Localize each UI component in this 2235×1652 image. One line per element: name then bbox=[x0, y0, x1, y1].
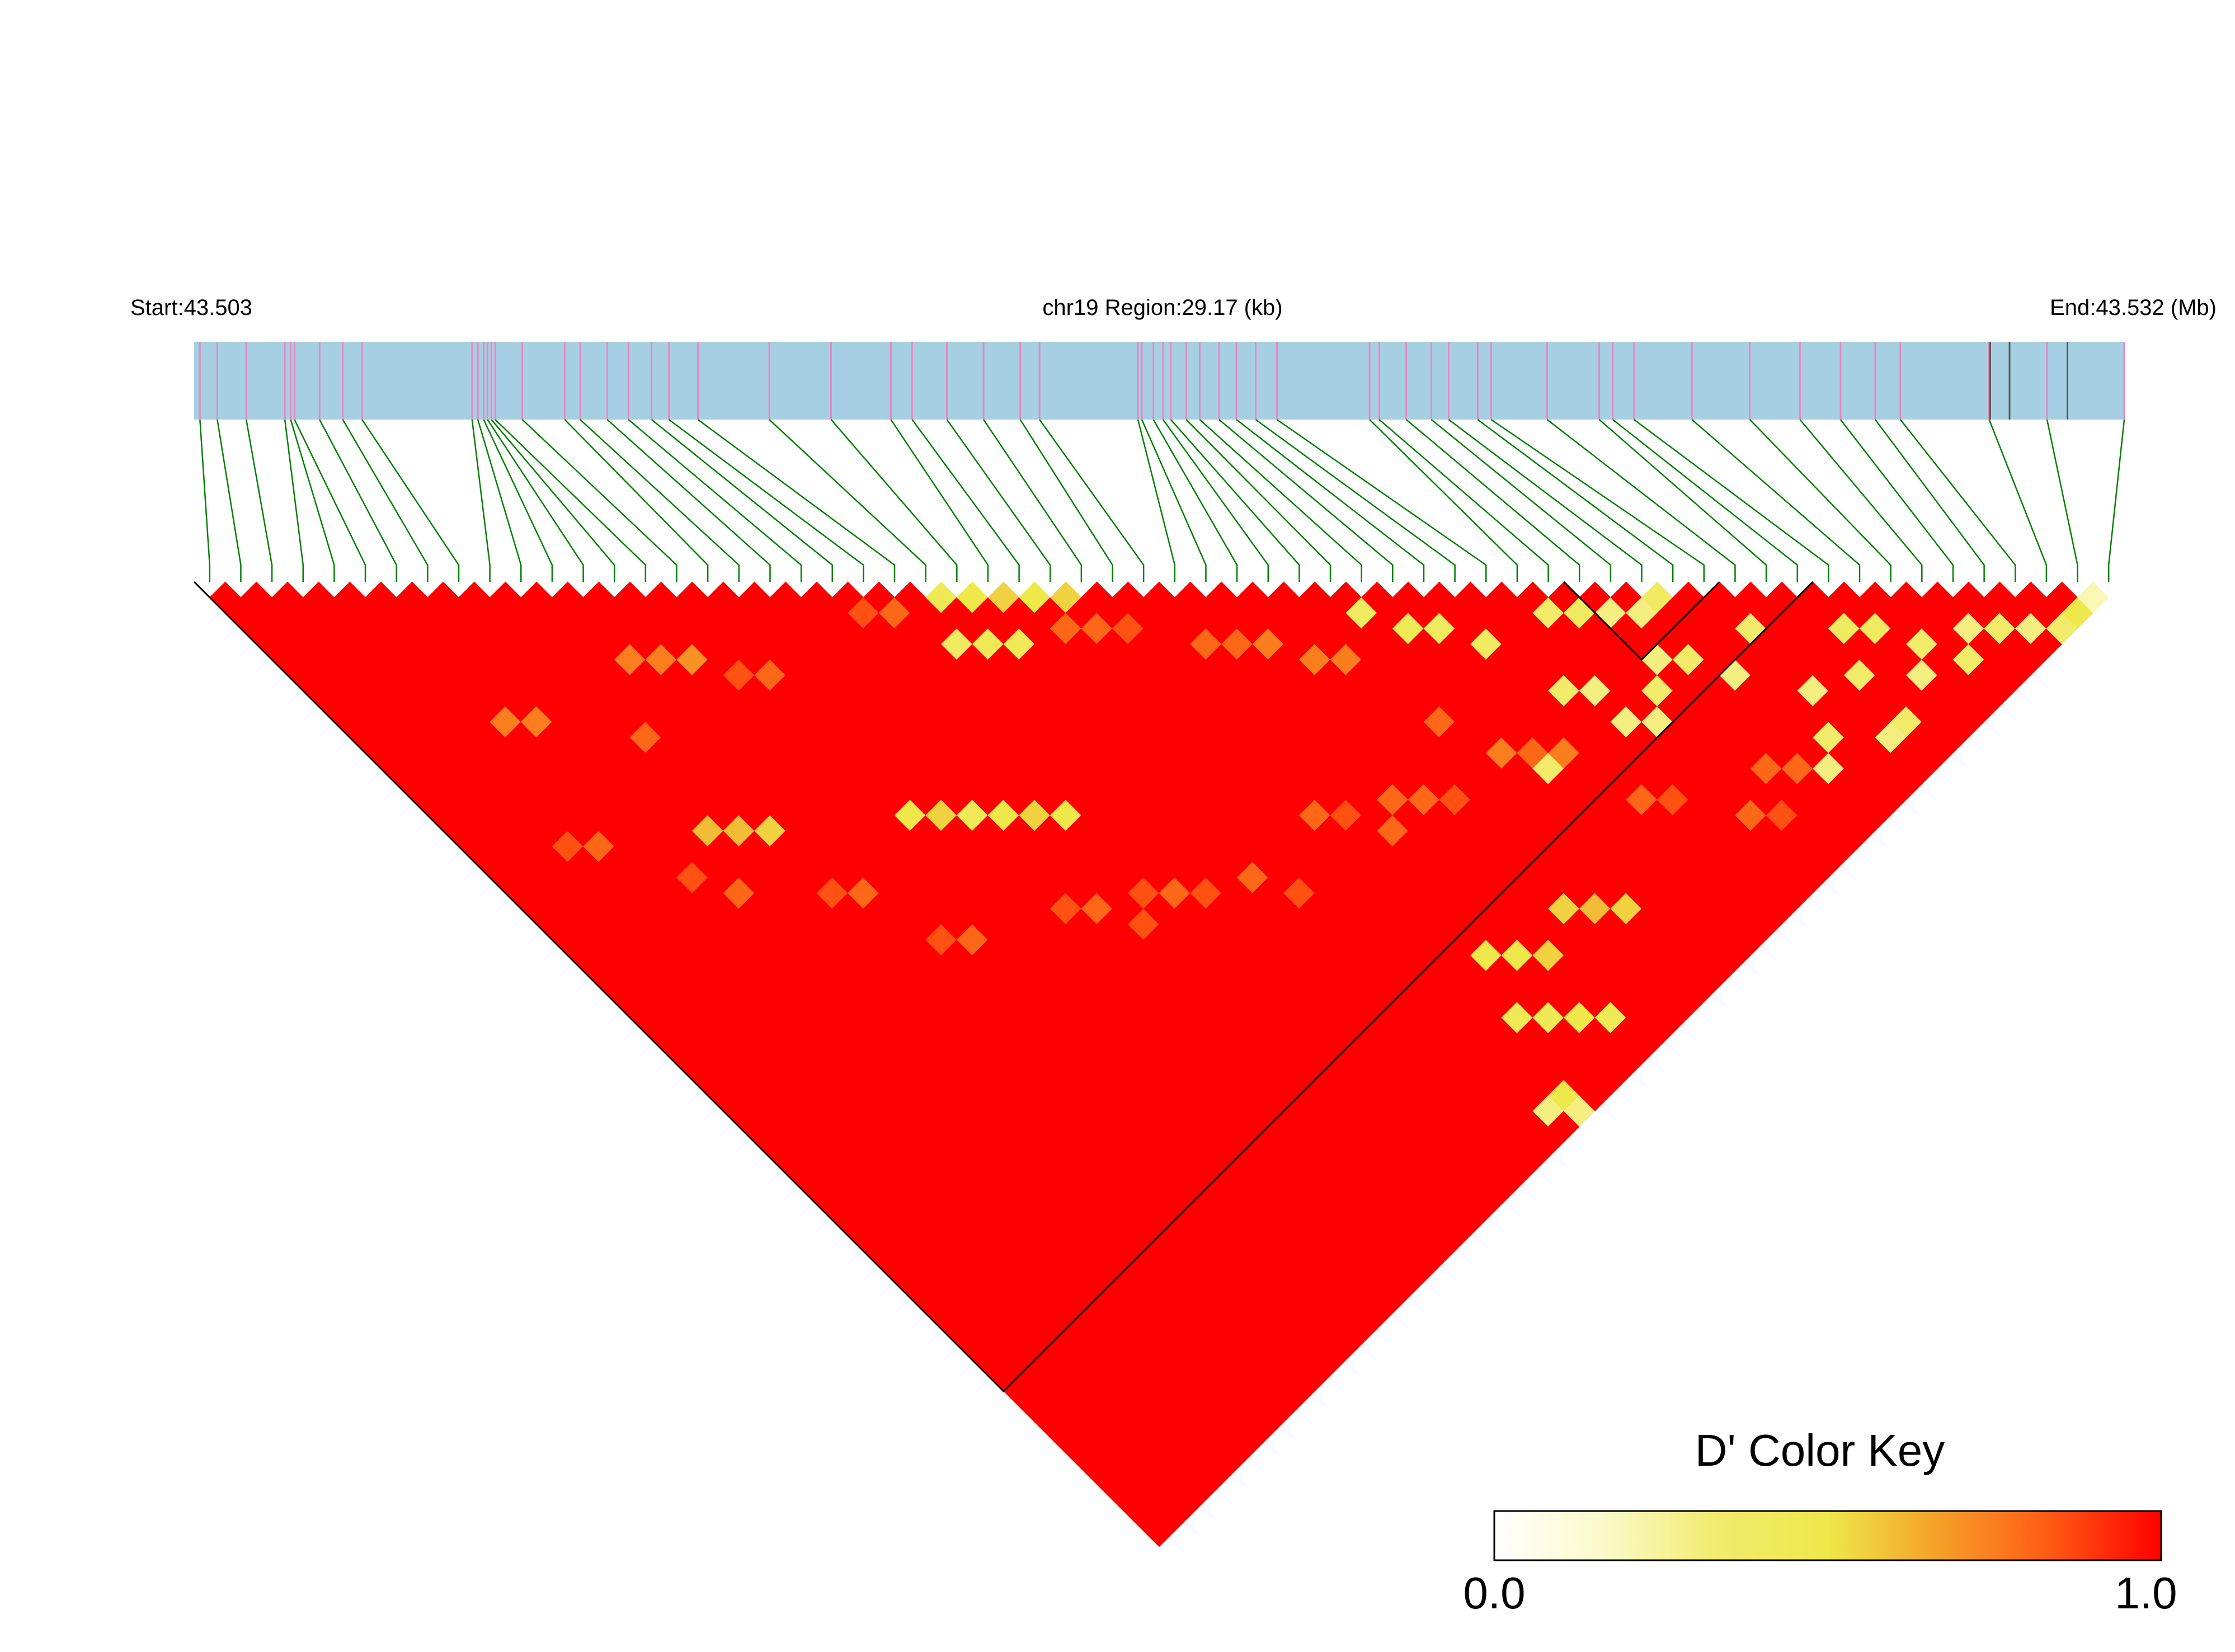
snp-connector bbox=[1633, 418, 1829, 582]
snp-connector-lines bbox=[199, 418, 2125, 582]
snp-connector bbox=[1162, 419, 1269, 582]
snp-connector bbox=[911, 419, 1020, 582]
snp-connector bbox=[290, 419, 335, 582]
snp-connector bbox=[294, 419, 366, 582]
end-label: End:43.532 (Mb) bbox=[2050, 295, 2217, 320]
snp-connector bbox=[1378, 419, 1549, 582]
region-label: chr19 Region:29.17 (kb) bbox=[1042, 295, 1282, 320]
haplotype-block-2 bbox=[1563, 581, 1720, 661]
snp-connector bbox=[564, 419, 709, 582]
snp-connector bbox=[477, 419, 522, 582]
snp-connector bbox=[319, 419, 397, 582]
snp-connector bbox=[606, 419, 771, 582]
snp-connector bbox=[1218, 419, 1394, 582]
color-key-title: D' Color Key bbox=[1695, 1425, 1945, 1475]
snp-connector bbox=[769, 419, 926, 582]
snp-connector bbox=[1448, 419, 1643, 582]
snp-connector bbox=[521, 419, 677, 582]
snp-connector bbox=[1612, 419, 1798, 582]
snp-connector bbox=[1137, 419, 1176, 582]
ld-cell bbox=[2077, 581, 2109, 614]
snp-connector bbox=[1839, 419, 1954, 582]
haplotype-block-outlines bbox=[193, 581, 1814, 1392]
snp-connector bbox=[284, 419, 304, 582]
snp-connector bbox=[983, 419, 1083, 582]
snp-connector bbox=[1405, 419, 1580, 582]
snp-connector bbox=[697, 418, 896, 582]
snp-connector bbox=[628, 419, 802, 582]
snp-connector bbox=[1039, 419, 1145, 582]
snp-connector bbox=[1477, 418, 1674, 582]
snp-connector bbox=[1276, 418, 1487, 582]
snp-connector bbox=[946, 419, 1051, 582]
snp-connector bbox=[1141, 419, 1207, 582]
color-key-max-label: 1.0 bbox=[2115, 1568, 2177, 1618]
snp-connector bbox=[361, 419, 460, 582]
snp-connector bbox=[483, 419, 553, 582]
snp-connector bbox=[2107, 419, 2125, 582]
snp-connector bbox=[1874, 419, 1985, 582]
snp-connector bbox=[1255, 418, 1456, 582]
color-key-bar bbox=[1493, 1510, 2162, 1561]
snp-connector bbox=[495, 419, 647, 582]
snp-connector bbox=[1236, 419, 1425, 582]
snp-connector bbox=[1490, 418, 1705, 582]
region-track bbox=[194, 342, 2124, 420]
snp-connector bbox=[1152, 419, 1238, 582]
snp-connector bbox=[342, 419, 429, 582]
snp-connector bbox=[1598, 419, 1767, 582]
snp-connector bbox=[580, 419, 740, 582]
snp-connector bbox=[1899, 419, 2016, 582]
snp-connector bbox=[1170, 419, 1300, 582]
snp-connector bbox=[1749, 419, 1891, 582]
snp-connector bbox=[491, 419, 615, 582]
snp-connector bbox=[2046, 419, 2078, 582]
snp-connector bbox=[217, 419, 242, 582]
snp-connector bbox=[1369, 419, 1518, 582]
snp-connector bbox=[1431, 419, 1612, 582]
snp-connector bbox=[199, 419, 211, 582]
haplotype-block-1 bbox=[193, 581, 1814, 1392]
snp-connector bbox=[1199, 419, 1362, 582]
snp-connector bbox=[1546, 419, 1736, 582]
snp-connector bbox=[1185, 419, 1331, 582]
snp-connector bbox=[1988, 419, 2048, 582]
snp-connector bbox=[487, 419, 584, 582]
snp-connector bbox=[1691, 419, 1861, 582]
start-label: Start:43.503 bbox=[130, 295, 252, 320]
snp-ticks bbox=[199, 342, 2125, 420]
snp-connector bbox=[245, 419, 273, 582]
snp-connector bbox=[890, 419, 989, 582]
snp-connector bbox=[668, 418, 864, 582]
color-key-min-label: 0.0 bbox=[1463, 1568, 1525, 1618]
snp-connector bbox=[830, 419, 958, 582]
snp-connector bbox=[1019, 419, 1113, 582]
ld-heatmap-cells bbox=[209, 581, 2109, 1547]
snp-connector bbox=[1799, 419, 1923, 582]
snp-connector bbox=[651, 419, 833, 582]
snp-connector bbox=[471, 419, 491, 582]
